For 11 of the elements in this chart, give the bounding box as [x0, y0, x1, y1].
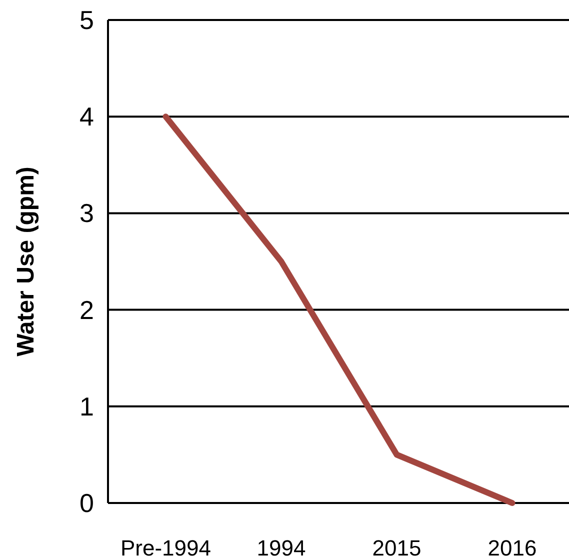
y-axis-title: Water Use (gpm): [12, 166, 40, 356]
y-tick-label: 3: [80, 198, 94, 228]
y-tick-label: 5: [80, 5, 94, 35]
y-tick-label: 2: [80, 294, 94, 325]
y-tick-label: 4: [80, 102, 94, 132]
y-tick-label: 1: [80, 391, 94, 422]
x-tick-label: 2016: [488, 536, 537, 560]
y-tick-label: 0: [80, 488, 94, 518]
x-tick-label: 1994: [256, 536, 306, 560]
x-tick-label: 2015: [372, 536, 422, 560]
x-tick-label: Pre-1994: [120, 536, 212, 560]
